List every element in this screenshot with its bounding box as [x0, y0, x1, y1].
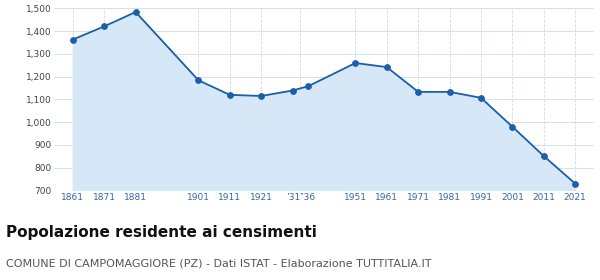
- Text: Popolazione residente ai censimenti: Popolazione residente ai censimenti: [6, 225, 317, 241]
- Point: [68, 37, 77, 42]
- Point: [288, 88, 298, 93]
- Point: [256, 94, 266, 98]
- Point: [539, 154, 548, 158]
- Point: [413, 90, 423, 94]
- Point: [350, 61, 360, 65]
- Point: [508, 124, 517, 129]
- Point: [445, 90, 454, 94]
- Point: [476, 95, 486, 100]
- Text: COMUNE DI CAMPOMAGGIORE (PZ) - Dati ISTAT - Elaborazione TUTTITALIA.IT: COMUNE DI CAMPOMAGGIORE (PZ) - Dati ISTA…: [6, 259, 431, 269]
- Point: [194, 78, 203, 83]
- Point: [131, 10, 140, 14]
- Point: [382, 65, 392, 69]
- Point: [304, 84, 313, 88]
- Point: [100, 24, 109, 29]
- Point: [571, 181, 580, 186]
- Point: [225, 93, 235, 97]
